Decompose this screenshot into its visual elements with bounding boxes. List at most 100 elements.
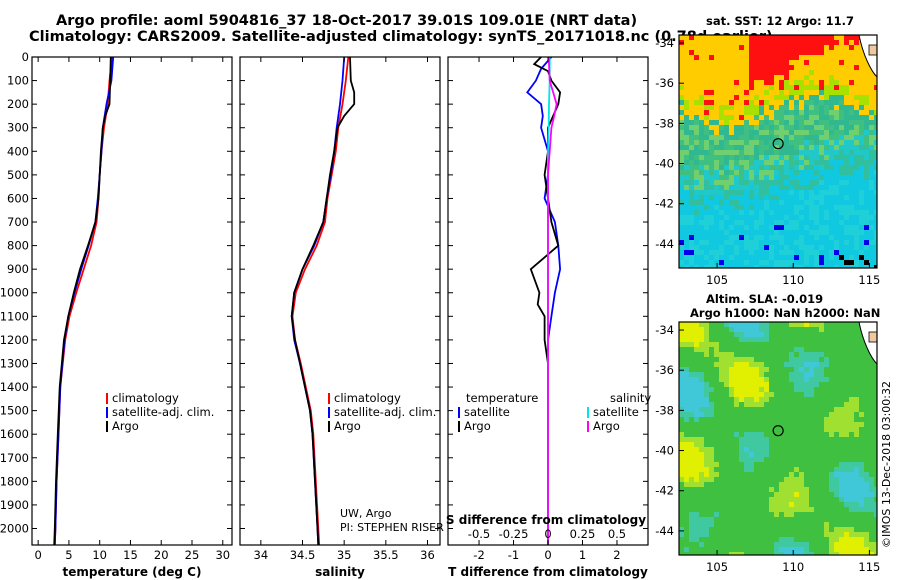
- map-cell-sla-map-1362: [689, 492, 695, 498]
- map-cell-sla-map-1218: [769, 472, 775, 478]
- map-cell-sla-map-218: [769, 347, 775, 353]
- map-cell-sla-map-554: [849, 387, 855, 393]
- map-cell-sla-map-1741: [784, 537, 790, 543]
- map-cell-sst-map-1393: [844, 205, 850, 211]
- map-cell-sla-map-381: [784, 367, 790, 373]
- map-cell-sst-map-445: [704, 90, 710, 96]
- map-cell-sst-map-73: [844, 40, 850, 46]
- map-cell-sst-map-191: [834, 55, 840, 61]
- map-cell-sla-map-1143: [794, 462, 800, 468]
- map-cell-sla-map-1276: [859, 477, 865, 483]
- map-cell-sst-map-1639: [874, 235, 877, 241]
- map-cell-sla-map-1258: [769, 477, 775, 483]
- map-cell-sla-map-1036: [859, 447, 865, 453]
- map-cell-sla-map-1831: [834, 547, 840, 553]
- map-cell-sst-map-686: [709, 120, 715, 126]
- map-cell-sla-map-1634: [849, 522, 855, 528]
- map-cell-sla-map-1102: [789, 457, 795, 463]
- map-cell-sst-map-580: [779, 105, 785, 111]
- map-cell-sla-map-1636: [859, 522, 865, 528]
- map-cell-sla-map-927: [714, 437, 720, 443]
- map-cell-sla-map-444: [699, 377, 705, 383]
- map-cell-sla-map-1817: [764, 547, 770, 553]
- map-cell-sla-map-965: [704, 442, 710, 448]
- map-cell-sst-map-261: [784, 65, 790, 71]
- map-cell-sst-map-1619: [774, 235, 780, 241]
- map-cell-sst-map-959: [874, 150, 877, 156]
- map-cell-sst-map-32: [839, 35, 845, 41]
- map-cell-sst-map-370: [729, 80, 735, 86]
- map-cell-sla-map-984: [799, 442, 805, 448]
- map-cell-sla-map-59: [774, 327, 780, 333]
- map-cell-sst-map-122: [689, 50, 695, 56]
- map-cell-sla-map-1846: [709, 552, 715, 555]
- map-cell-sla-map-1501: [784, 507, 790, 513]
- map-cell-sla-map-1106: [809, 457, 815, 463]
- map-cell-sla-map-1609: [724, 522, 730, 528]
- map-cell-sla-map-1436: [859, 497, 865, 503]
- map-cell-sst-map-1293: [744, 195, 750, 201]
- map-cell-sla-map-787: [814, 417, 820, 423]
- map-cell-sla-map-320: [679, 362, 685, 368]
- map-cell-sst-map-986: [809, 155, 815, 161]
- map-cell-sla-map-1257: [764, 477, 770, 483]
- map-cell-sla-map-946: [809, 437, 815, 443]
- map-cell-sst-map-1860: [779, 265, 785, 268]
- map-cell-sla-map-1537: [764, 512, 770, 518]
- map-cell-sla-map-1217: [764, 472, 770, 478]
- map-cell-sst-map-839: [874, 135, 877, 141]
- map-cell-sla-map-1612: [739, 522, 745, 528]
- map-cell-sla-map-482: [689, 382, 695, 388]
- map-cell-sst-map-1545: [804, 225, 810, 231]
- map-cell-sst-map-896: [759, 145, 765, 151]
- map-cell-sla-map-831: [834, 422, 840, 428]
- map-cell-sla-map-756: [859, 412, 865, 418]
- map-cell-sst-map-313: [844, 70, 850, 76]
- map-cell-sla-map-1380: [779, 492, 785, 498]
- map-cell-sla-map-671: [834, 402, 840, 408]
- map-cell-sst-map-685: [704, 120, 710, 126]
- map-cell-sst-map-1665: [804, 240, 810, 246]
- map-cell-sst-map-1464: [799, 215, 805, 221]
- map-cell-sla-map-677: [864, 402, 870, 408]
- map-cell-sst-map-1517: [864, 220, 870, 226]
- map-cell-sla-map-426: [809, 372, 815, 378]
- map-cell-sst-map-1316: [859, 195, 865, 201]
- map-cell-sst-map-767: [714, 130, 720, 136]
- map-cell-sla-map-1351: [834, 487, 840, 493]
- map-cell-sla-map-1530: [729, 512, 735, 518]
- map-cell-sla-map-633: [844, 397, 850, 403]
- map-cell-sst-map-1323: [694, 200, 700, 206]
- map-cell-sla-map-26: [809, 322, 815, 328]
- map-cell-sla-map-1431: [834, 497, 840, 503]
- map-cell-sla-map-892: [739, 432, 745, 438]
- map-cell-sla-map-647: [714, 402, 720, 408]
- map-cell-sst-map-1213: [744, 185, 750, 191]
- map-cell-sst-map-904: [799, 145, 805, 151]
- map-cell-sst-map-633: [844, 110, 850, 116]
- map-cell-sla-map-640: [679, 402, 685, 408]
- map-cell-sla-map-54: [749, 327, 755, 333]
- map-cell-sst-map-130: [729, 50, 735, 56]
- map-cell-sst-map-259: [774, 65, 780, 71]
- map-cell-sst-map-945: [804, 150, 810, 156]
- map-cell-sst-map-1618: [769, 235, 775, 241]
- map-cell-sst-map-622: [789, 110, 795, 116]
- map-cell-sst-map-83: [694, 45, 700, 51]
- map-cell-sla-map-1810: [729, 547, 735, 553]
- map-cell-sst-map-1315: [854, 195, 860, 201]
- map-cell-sla-map-1658: [769, 527, 775, 533]
- map-cell-sla-map-1421: [784, 497, 790, 503]
- map-cell-sla-map-879: [874, 427, 877, 433]
- map-cell-sla-map-1682: [689, 532, 695, 538]
- map-cell-sla-map-1673: [844, 527, 850, 533]
- map-cell-sla-map-1734: [749, 537, 755, 543]
- map-cell-sst-map-1817: [764, 260, 770, 266]
- map-cell-sla-map-171: [734, 342, 740, 348]
- map-cell-sst-map-1011: [734, 160, 740, 166]
- map-cell-sla-map-510: [829, 382, 835, 388]
- map-cell-sst-map-404: [699, 85, 705, 91]
- map-cell-sla-map-214: [749, 347, 755, 353]
- map-cell-sla-map-1079: [874, 452, 877, 458]
- map-cell-sla-map-328: [719, 362, 725, 368]
